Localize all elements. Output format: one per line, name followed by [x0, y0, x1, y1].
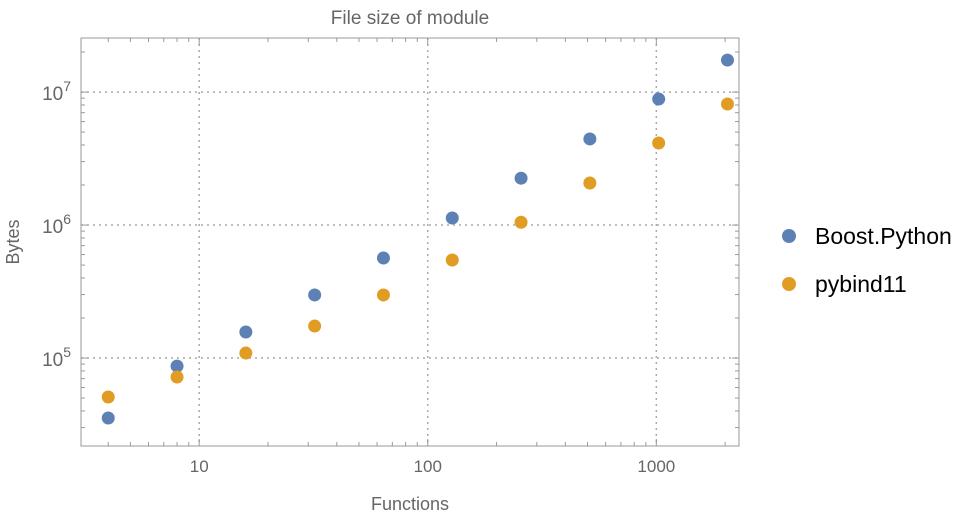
legend-marker: [782, 277, 796, 291]
plot-frame: [80, 37, 740, 447]
legend-label: pybind11: [815, 271, 907, 297]
data-point-boost-python: [652, 92, 666, 106]
data-point-pybind11: [583, 176, 597, 190]
data-point-pybind11: [514, 215, 528, 229]
data-point-boost-python: [308, 288, 322, 302]
data-point-pybind11: [652, 136, 666, 150]
data-point-pybind11: [239, 346, 253, 360]
data-point-boost-python: [720, 53, 734, 67]
legend-marker: [782, 229, 796, 243]
y-tick-label: 105: [42, 344, 71, 371]
y-axis-label: Bytes: [3, 219, 23, 264]
data-point-boost-python: [514, 171, 528, 185]
data-point-boost-python: [376, 251, 390, 265]
legend-label: Boost.Python: [815, 223, 952, 249]
data-point-pybind11: [170, 370, 184, 384]
x-tick-label: 1000: [637, 457, 675, 476]
data-point-pybind11: [445, 253, 459, 267]
x-tick-label: 100: [414, 457, 442, 476]
data-point-boost-python: [445, 211, 459, 225]
y-tick-label: 107: [42, 78, 71, 105]
y-tick-label: 106: [42, 211, 71, 238]
data-point-pybind11: [720, 97, 734, 111]
chart-title: File size of module: [331, 8, 489, 29]
x-tick-label: 10: [190, 457, 209, 476]
data-point-pybind11: [308, 319, 322, 333]
data-point-pybind11: [101, 390, 115, 404]
data-point-boost-python: [101, 411, 115, 425]
data-point-boost-python: [583, 132, 597, 146]
data-point-boost-python: [170, 359, 184, 373]
x-axis-label: Functions: [371, 494, 449, 513]
data-point-pybind11: [376, 288, 390, 302]
data-point-boost-python: [239, 325, 253, 339]
